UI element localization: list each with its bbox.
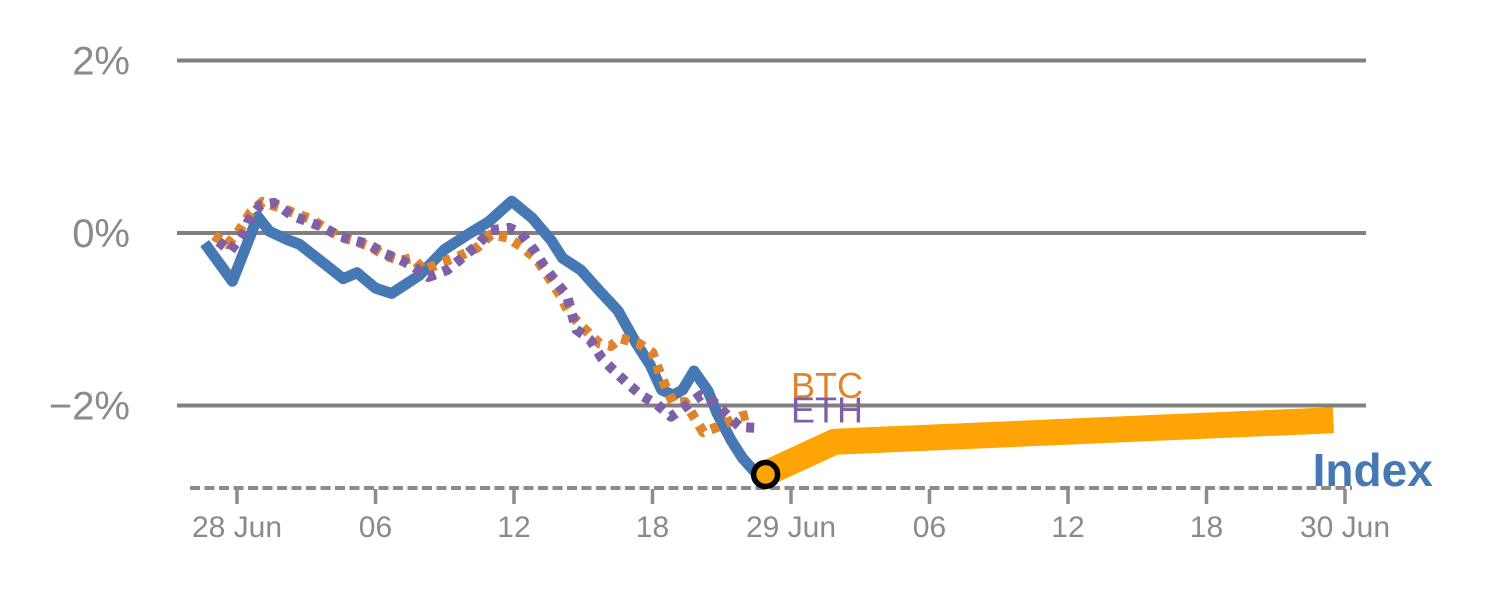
series-index-line (200, 195, 768, 480)
y-tick-label-−2%: −2% (49, 385, 130, 429)
x-tick-label-30 Jun: 30 Jun (1300, 511, 1390, 544)
x-tick-label-06: 06 (913, 511, 946, 544)
x-tick-label-12: 12 (497, 511, 530, 544)
x-tick-label-29 Jun: 29 Jun (746, 511, 836, 544)
x-tick-label-06: 06 (359, 511, 392, 544)
x-tick-label-12: 12 (1051, 511, 1084, 544)
x-tick-label-18: 18 (1190, 511, 1223, 544)
current-point-marker (750, 459, 781, 490)
x-tick-label-18: 18 (636, 511, 669, 544)
x-tick-label-28 Jun: 28 Jun (192, 511, 282, 544)
series-index-forecast-line (760, 407, 1334, 486)
index-label: Index (1313, 444, 1434, 496)
y-tick-label-0%: 0% (72, 212, 130, 256)
eth-label: ETH (791, 389, 863, 430)
series-eth-line (215, 197, 759, 433)
btc-label: BTC (791, 365, 863, 406)
y-tick-label-2%: 2% (72, 40, 130, 84)
